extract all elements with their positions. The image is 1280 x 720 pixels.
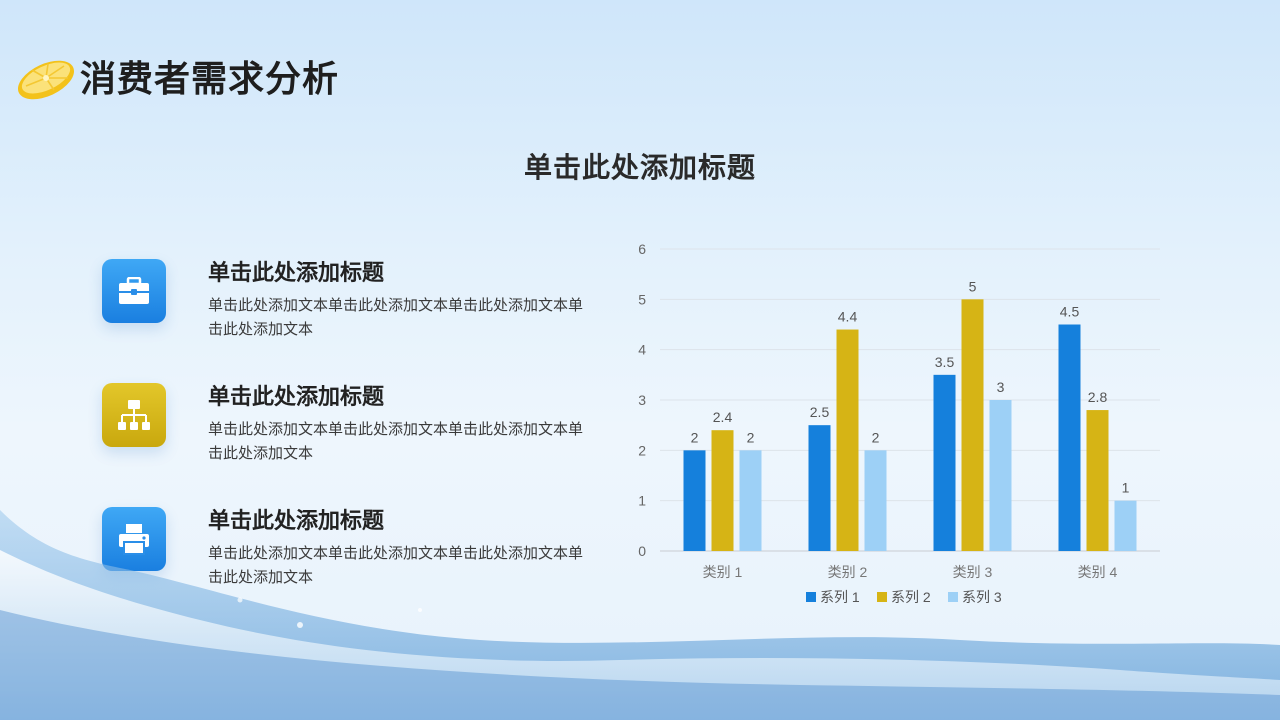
x-tick-label: 类别 3: [953, 564, 993, 580]
data-label: 3.5: [935, 354, 955, 370]
data-label: 2: [691, 429, 699, 445]
bar: [739, 450, 762, 551]
printer-icon-box: [102, 507, 166, 571]
item-title: 单击此处添加标题: [208, 385, 385, 410]
bar: [683, 450, 706, 551]
lemon-slice-icon: [17, 60, 75, 100]
y-tick-label: 0: [638, 543, 646, 559]
data-label: 3: [997, 379, 1005, 395]
legend-label: 系列 2: [891, 589, 931, 605]
x-tick-label: 类别 4: [1078, 564, 1118, 580]
water-wave-decoration: [0, 510, 1280, 720]
feature-item: 单击此处添加标题 单击此处添加文本单击此处添加文本单击此处添加文本单击此处添加文…: [102, 259, 602, 369]
bar: [961, 299, 984, 551]
y-tick-label: 3: [638, 392, 646, 408]
bar: [933, 374, 956, 551]
hierarchy-icon-box: [102, 383, 166, 447]
bar: [711, 430, 734, 551]
y-tick-label: 1: [638, 493, 646, 509]
data-label: 4.4: [838, 309, 858, 325]
data-label: 2: [872, 429, 880, 445]
bar-chart: 0 1 2 3 4 5 6 2 2.4 2 类别 1 2.5 4.4 2 类别 2 3.5 5 3 类别 3 4.5 2…: [638, 241, 1160, 605]
y-tick-label: 2: [638, 442, 646, 458]
bar: [1114, 500, 1137, 551]
data-label: 2.8: [1088, 389, 1108, 405]
legend-swatch: [877, 592, 887, 602]
page-title: 消费者需求分析: [80, 59, 340, 100]
x-tick-label: 类别 1: [703, 564, 743, 580]
item-text: 单击此处添加文本单击此处添加文本单击此处添加文本单击此处添加文本: [208, 296, 584, 338]
printer-icon: [119, 524, 149, 555]
section-title: 单击此处添加标题: [523, 151, 756, 184]
toolbox-icon-box: [102, 259, 166, 323]
y-tick-label: 4: [638, 342, 646, 358]
legend-swatch: [806, 592, 816, 602]
item-title: 单击此处添加标题: [208, 261, 385, 286]
data-label: 2: [747, 429, 755, 445]
y-tick-label: 6: [638, 241, 646, 257]
feature-item: 单击此处添加标题 单击此处添加文本单击此处添加文本单击此处添加文本单击此处添加文…: [102, 383, 602, 493]
item-text: 单击此处添加文本单击此处添加文本单击此处添加文本单击此处添加文本: [208, 420, 584, 462]
bar: [1058, 324, 1081, 551]
item-text: 单击此处添加文本单击此处添加文本单击此处添加文本单击此处添加文本: [208, 544, 584, 586]
legend-label: 系列 1: [820, 589, 860, 605]
hierarchy-icon: [118, 400, 150, 430]
x-tick-label: 类别 2: [828, 564, 868, 580]
data-label: 5: [969, 278, 977, 294]
data-label: 2.4: [713, 409, 733, 425]
bar: [808, 425, 831, 551]
y-tick-label: 5: [638, 291, 646, 307]
data-label: 2.5: [810, 404, 830, 420]
bar: [864, 450, 887, 551]
header: 消费者需求分析: [12, 50, 339, 102]
toolbox-icon: [119, 277, 149, 304]
data-label: 1: [1122, 480, 1130, 496]
data-label: 4.5: [1060, 304, 1080, 320]
legend-label: 系列 3: [962, 589, 1002, 605]
bar: [836, 329, 859, 551]
legend-swatch: [948, 592, 958, 602]
bar: [989, 400, 1012, 551]
item-title: 单击此处添加标题: [208, 509, 385, 534]
bar: [1086, 410, 1109, 551]
feature-item: 单击此处添加标题 单击此处添加文本单击此处添加文本单击此处添加文本单击此处添加文…: [102, 507, 602, 617]
